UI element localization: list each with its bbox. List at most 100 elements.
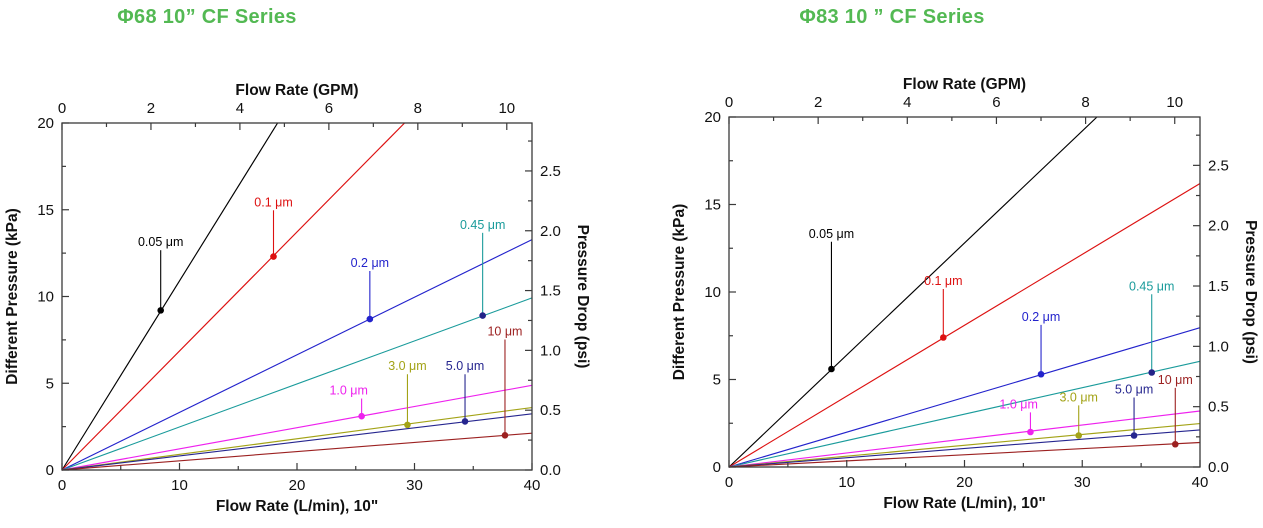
series-line [61, 297, 533, 471]
top-axis-tick-label: 10 [1166, 94, 1183, 111]
data-point-marker [270, 253, 277, 260]
series-3-0-μm: 3.0 μm [728, 390, 1201, 468]
data-point-marker [358, 412, 365, 420]
chart-title-phi68: Φ68 10” CF Series [117, 6, 297, 28]
series-line [61, 413, 533, 471]
series-label: 10 μm [1158, 373, 1193, 387]
data-point-marker [366, 315, 374, 323]
series-10-μm: 10 μm [61, 325, 533, 471]
series-line [728, 410, 1201, 468]
data-point-marker [940, 334, 947, 341]
series-label: 0.45 μm [460, 218, 505, 232]
x-axis-tick-label: 20 [956, 474, 973, 491]
data-point-marker [404, 421, 411, 429]
top-axis-tick-label: 0 [58, 100, 66, 117]
x-axis-tick-label: 30 [1074, 474, 1091, 491]
axis-tick-labels: 0 10 20 30 40 0 2 4 6 8 10 0 5 10 15 20 0.0 0.5 1.0 1.5 2.0 2… [704, 94, 1229, 491]
y-axis-tick-label: 5 [46, 375, 54, 392]
right-axis-tick-label: 0.5 [1208, 399, 1229, 416]
y-axis-tick-label: 10 [37, 289, 54, 306]
series-line [61, 239, 533, 471]
y-axis-tick-label: 20 [37, 115, 54, 132]
series-0-45-μm: 0.45 μm [61, 218, 533, 471]
series-0-2-μm: 0.2 μm [728, 310, 1201, 468]
series-label: 10 μm [487, 325, 522, 339]
right-axis-tick-label: 2.0 [540, 223, 561, 240]
series-0-05-μm: 0.05 μm [61, 122, 279, 471]
x-axis-tick-label: 0 [58, 477, 66, 494]
series-0-05-μm: 0.05 μm [728, 116, 1098, 468]
series-line [61, 122, 405, 471]
series-1-0-μm: 1.0 μm [728, 397, 1201, 468]
series-line [728, 423, 1201, 468]
x-axis-tick-label: 0 [725, 474, 733, 491]
series-0-2-μm: 0.2 μm [61, 239, 533, 471]
chart-panel-phi83: Φ83 10 ” CF Series 0.05 μm 0.1 μm 0.2 μm 0.… [632, 0, 1263, 528]
top-axis-title: Flow Rate (GPM) [235, 82, 358, 99]
top-axis-tick-label: 2 [814, 94, 822, 111]
series-line [728, 327, 1201, 468]
series-label: 0.1 μm [924, 274, 962, 288]
series-line [728, 441, 1201, 468]
right-axis-tick-label: 0.0 [540, 462, 561, 479]
right-axis-tick-label: 2.5 [1208, 157, 1229, 174]
y-axis-tick-label: 15 [37, 202, 54, 219]
top-axis-tick-label: 4 [236, 100, 244, 117]
series-line [61, 432, 533, 471]
right-axis-tick-label: 0.0 [1208, 459, 1229, 476]
right-axis-tick-label: 1.5 [1208, 278, 1229, 295]
series-label: 5.0 μm [1115, 383, 1153, 397]
right-axis-title: Pressure Drop (psi) [574, 225, 591, 369]
y-axis-tick-label: 10 [704, 284, 721, 301]
data-point-marker [1075, 432, 1083, 439]
top-axis-tick-label: 6 [325, 100, 333, 117]
x-axis-tick-label: 40 [1192, 474, 1209, 491]
axis-ticks [61, 122, 533, 471]
top-axis-tick-label: 0 [725, 94, 733, 111]
y-axis-tick-label: 15 [704, 197, 721, 214]
series-line [728, 116, 1098, 468]
data-point-marker [501, 432, 509, 439]
series-label: 0.05 μm [809, 227, 854, 241]
series-1-0-μm: 1.0 μm [61, 384, 533, 471]
series-label: 3.0 μm [388, 359, 426, 373]
y-axis-title: Different Pressure (kPa) [671, 204, 688, 381]
series-0-1-μm: 0.1 μm [61, 122, 405, 471]
chart-title-phi83: Φ83 10 ” CF Series [799, 6, 985, 28]
y-axis-tick-label: 0 [46, 462, 54, 479]
data-point-marker [1027, 428, 1034, 436]
series-line [728, 360, 1201, 468]
right-axis-tick-label: 1.0 [540, 342, 561, 359]
y-axis-title: Different Pressure (kPa) [4, 208, 21, 385]
x-axis-tick-label: 40 [524, 477, 541, 494]
series-label: 0.45 μm [1129, 279, 1174, 293]
top-axis-tick-label: 2 [147, 100, 155, 117]
series-line [61, 122, 279, 471]
top-axis-tick-label: 8 [1081, 94, 1089, 111]
series-label: 0.1 μm [254, 195, 292, 209]
series-label: 5.0 μm [446, 359, 484, 373]
right-axis-tick-label: 2.0 [1208, 218, 1229, 235]
series-line [728, 429, 1201, 468]
axis-ticks [728, 116, 1201, 468]
data-point-marker [828, 365, 835, 373]
chart-phi83-plot: 0.05 μm 0.1 μm 0.2 μm 0.45 μm 1.0 μm 3.0 μm 5.… [671, 76, 1259, 512]
series-label: 0.2 μm [1022, 310, 1060, 324]
series-5-0-μm: 5.0 μm [728, 383, 1201, 468]
plot-frame [61, 122, 533, 471]
data-point-marker [157, 307, 164, 314]
series-0-1-μm: 0.1 μm [728, 183, 1201, 468]
x-axis-tick-label: 30 [406, 477, 423, 494]
y-axis-tick-label: 20 [704, 109, 721, 126]
top-axis-tick-label: 10 [498, 100, 515, 117]
x-axis-title: Flow Rate (L/min), 10" [216, 498, 378, 515]
series-0-45-μm: 0.45 μm [728, 279, 1201, 468]
data-point-marker [1171, 440, 1179, 448]
x-axis-tick-label: 10 [171, 477, 188, 494]
series-label: 1.0 μm [999, 397, 1037, 411]
top-axis-title: Flow Rate (GPM) [903, 76, 1026, 93]
x-axis-tick-label: 10 [838, 474, 855, 491]
right-axis-title: Pressure Drop (psi) [1242, 220, 1259, 364]
series-lines: 0.05 μm 0.1 μm 0.2 μm 0.45 μm 1.0 μm 3.0 μm 5.… [728, 116, 1201, 468]
series-5-0-μm: 5.0 μm [61, 359, 533, 471]
